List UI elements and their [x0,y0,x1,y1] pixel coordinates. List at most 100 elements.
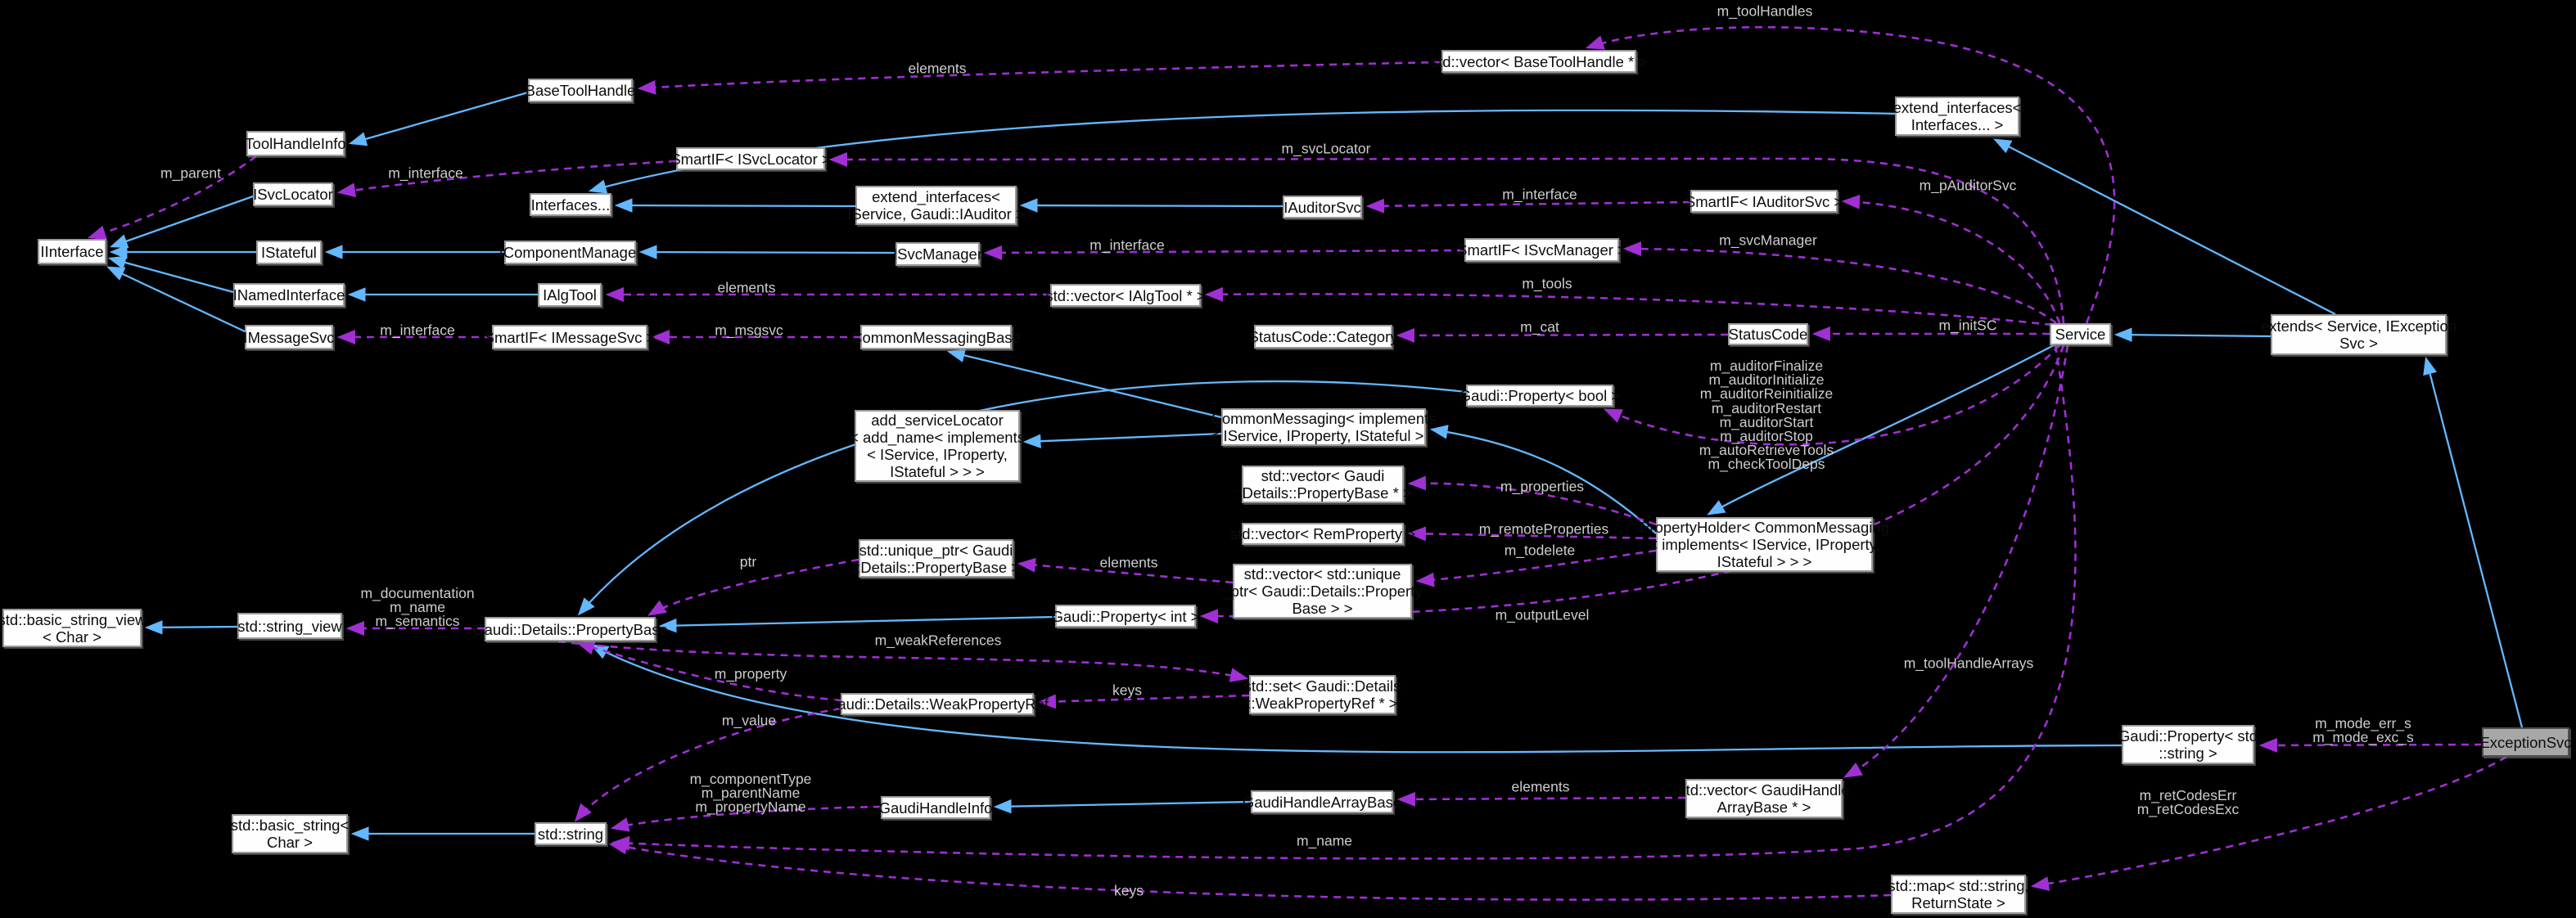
edge-inamedinterface-to-iinterface [107,255,234,294]
node-label: ArrayBase * > [1717,799,1811,816]
node-string_view[interactable]: std::string_view [237,613,342,639]
node-gaudihandlearraybase[interactable]: GaudiHandleArrayBase [1243,790,1401,813]
edge-string_view-to-basic_string_view [144,620,238,635]
node-gaudi_property_string[interactable]: Gaudi::Property< std::string > [2118,725,2258,764]
edge-toolhandleinfo-to-iinterface [87,155,257,240]
node-inamedinterface[interactable]: INamedInterface [233,283,345,307]
edge-service-to-vector_gaudihandlearraybase [1843,344,2069,778]
node-label: ISvcLocator [253,186,333,203]
node-smartif_iauditorsvc[interactable]: SmartIF< IAuditorSvc > [1685,190,1843,213]
node-imessagesvc[interactable]: IMessageSvc [243,325,335,349]
node-istateful[interactable]: IStateful [256,241,322,264]
node-label: Interfaces... [530,196,611,214]
node-weakpropertyref[interactable]: Gaudi::Details::WeakPropertyRef [826,693,1049,715]
edge-propertyholder-to-commonmessaging_impl [1429,425,1657,534]
node-vector_basetoolhandle[interactable]: std::vector< BaseToolHandle * > [1431,50,1647,73]
edge-isvclocator-to-iinterface [109,195,254,249]
node-basic_string_view[interactable]: std::basic_string_view < Char > [0,609,147,647]
node-smartif_isvclocator[interactable]: SmartIF< ISvcLocator > [670,147,831,170]
node-toolhandleinfo[interactable]: ToolHandleInfo [245,131,346,156]
node-isvclocator[interactable]: ISvcLocator [253,182,333,206]
node-basic_string[interactable]: std::basic_string< Char > [231,814,349,853]
edge-isvcmanager-to-icomponentmanager [638,245,896,259]
node-label: SmartIF< ISvcManager > [1457,241,1626,259]
node-gaudihandleinfo[interactable]: GaudiHandleInfo [878,796,993,819]
node-statuscode_category[interactable]: StatusCode::Category [1248,325,1398,349]
node-vector_ialgtool[interactable]: std::vector< IAlgTool * > [1045,284,1206,307]
edge-propertybase-to-set_weakpropertyref [557,640,1249,682]
edge-gaudihandleinfo-to-stdstring [610,805,882,832]
node-unique_ptr_propertybase[interactable]: std::unique_ptr< Gaudi::Details::Propert… [852,539,1020,578]
node-ialgtool[interactable]: IAlgTool [538,283,602,307]
edge-service-to-vector_basetoolhandle [1585,25,2116,324]
edge-vector_gaudihandlearraybase-to-gaudihandlearraybase [1396,791,1686,807]
node-label: GaudiHandleInfo [878,799,993,817]
node-smartif_isvcmanager[interactable]: SmartIF< ISvcManager > [1457,238,1626,262]
node-label: SmartIF< IMessageSvc > [484,328,656,346]
edge-service-to-smartif_isvclocator [828,152,2065,324]
edge-extend_iservice_iauditor-to-interfaces_pack [614,198,856,213]
node-label: std::vector< std::unique [1243,565,1401,583]
node-vector_gaudihandlearraybase[interactable]: std::vector< GaudiHandle ArrayBase * > [1678,779,1850,818]
node-basetoolhandle[interactable]: BaseToolHandle [525,79,636,102]
edge-vector_unique_ptr-to-unique_ptr_propertybase [1017,557,1234,584]
node-label: BaseToolHandle [525,82,636,99]
node-label: IComponentManager [499,244,642,261]
node-vector_remproperty[interactable]: std::vector< RemProperty > [1230,523,1415,545]
node-vector_propertybase_ptr[interactable]: std::vector< Gaudi::Details::PropertyBas… [1234,466,1412,503]
node-label: ExceptionSvc [2479,733,2572,751]
node-label: std::vector< Gaudi [1261,467,1385,484]
node-propertybase[interactable]: Gaudi::Details::PropertyBase [472,617,668,641]
node-interfaces_pack[interactable]: Interfaces... [530,193,611,216]
edge-service-to-vector_ialgtool [1204,286,2053,326]
node-stdstring[interactable]: std::string [535,822,607,845]
node-label: < IService, IProperty, [867,446,1008,463]
edge-service-to-stdstring [611,344,2077,860]
edge-propertyholder-to-vector_unique_ptr [1415,549,1657,587]
edge-service-to-gaudi_property_bool [1603,344,2060,446]
node-extends_service[interactable]: extends< Service, IException Svc > [2261,314,2456,355]
edge-extends_service-to-service [2114,327,2271,342]
node-label: add_serviceLocator [871,412,1004,429]
node-map_returnstate[interactable]: std::map< std::string, ReturnState > [1888,875,2029,914]
node-label: CommonMessagingBase [851,328,1021,346]
node-label: ISvcManager [893,245,982,263]
edge-basetoolhandle-to-toolhandleinfo [348,91,529,146]
node-statuscode[interactable]: StatusCode [1728,323,1808,345]
node-label: std::basic_string_view [0,610,147,628]
node-iauditorsvc[interactable]: IAuditorSvc [1283,196,1362,218]
node-isvcmanager[interactable]: ISvcManager [893,242,982,266]
edge-map_returnstate-to-stdstring [608,839,1892,901]
node-gaudi_property_bool[interactable]: Gaudi::Property< bool > [1459,385,1620,407]
node-add_servicelocator[interactable]: add_serviceLocator < add_name< implements… [850,410,1025,482]
node-commonmessaging_impl[interactable]: CommonMessaging< implements < IService, I… [1211,408,1437,446]
node-gaudi_property_int[interactable]: Gaudi::Property< int > [1052,605,1200,628]
node-iinterface[interactable]: IInterface [38,239,106,264]
node-label: Base > > [1292,600,1353,617]
node-propertyholder[interactable]: PropertyHolder< CommonMessaging < impleme… [1640,517,1889,572]
edge-extends_service-to-extend_interfaces_pack [1993,138,2336,316]
node-exceptionsvc[interactable]: ExceptionSvc [2479,727,2572,757]
node-label: IMessageSvc [243,328,335,346]
node-label: IAuditorSvc [1283,198,1361,216]
node-smartif_imessagesvc[interactable]: SmartIF< IMessageSvc > [485,325,655,349]
node-label: std::string [537,825,604,843]
node-label: ::WeakPropertyRef * > [1247,695,1398,712]
node-service[interactable]: Service [2050,323,2111,345]
node-label: extends< Service, IException [2260,317,2457,335]
node-label: ::Details::PropertyBase * > [1234,484,1412,502]
node-label: extend_interfaces< [1893,99,2022,116]
node-set_weakpropertyref[interactable]: std::set< Gaudi::Details::WeakPropertyRe… [1244,675,1401,714]
node-label: GaudiHandleArrayBase [1242,793,1402,811]
edge-set_weakpropertyref-to-weakpropertyref [1037,694,1250,709]
edge-imessagesvc-to-iinterface [106,266,246,333]
node-vector_unique_ptr[interactable]: std::vector< std::unique _ptr< Gaudi::Det… [1222,564,1423,619]
node-icomponentmanager[interactable]: IComponentManager [499,241,641,264]
edge-gaudihandlearraybase-to-gaudihandleinfo [993,799,1252,814]
node-label: IStateful > > > [890,463,985,480]
node-label: extend_interfaces< [872,188,1000,205]
node-extend_interfaces_pack[interactable]: extend_interfaces< Interfaces... > [1893,97,2022,136]
edge-propertyholder-to-vector_remproperty [1407,526,1657,542]
node-extend_iservice_iauditor[interactable]: extend_interfaces< IService, Gaudi::IAudi… [847,186,1025,225]
node-commonmessagingbase[interactable]: CommonMessagingBase [851,325,1021,349]
